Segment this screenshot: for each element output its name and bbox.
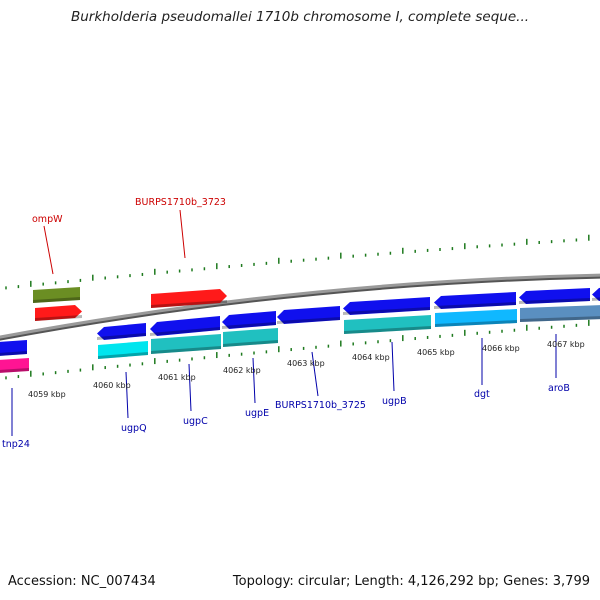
gene-ugpE-teal-shade	[223, 340, 278, 347]
outer-tick-ring	[5, 234, 590, 290]
scale-label-4063: 4063 kbp	[287, 359, 325, 368]
gene-aroB-blue[interactable]	[519, 288, 590, 304]
gene-next-blue-shade	[592, 297, 600, 301]
scale-label-4065: 4065 kbp	[417, 348, 455, 357]
gene-ugpC-teal[interactable]	[151, 334, 221, 354]
gene-tnp24-pink-shade	[0, 368, 29, 373]
gene-tnp24-pink[interactable]	[0, 358, 29, 373]
map-title: Burkholderia pseudomallei 1710b chromoso…	[70, 9, 530, 25]
gene-ugpQ-blue-shade	[97, 333, 146, 340]
gene-features[interactable]	[0, 287, 600, 373]
gene-ompW-shade	[35, 315, 82, 321]
gene-label-tnp24[interactable]: tnp24	[2, 439, 30, 450]
leader-line	[311, 351, 319, 397]
scale-label-4064: 4064 kbp	[352, 353, 390, 362]
leader-line	[43, 225, 54, 275]
scale-label-4067: 4067 kbp	[547, 340, 585, 349]
gene-ugpQ-cyan[interactable]	[98, 341, 148, 359]
gene-aroB-blue-shade	[519, 298, 590, 304]
gene-ugpC-teal-shade	[151, 346, 221, 354]
gene-label-ugpB[interactable]: ugpB	[382, 396, 407, 407]
gene-BURPS1710b_3723-shade	[151, 300, 227, 308]
gene-label-ompW[interactable]: ompW	[32, 214, 63, 225]
gene-ugpE-blue-shade	[222, 322, 276, 329]
gene-ompW-shadow[interactable]	[33, 287, 80, 303]
gene-label-BURPS1710b_3723[interactable]: BURPS1710b_3723	[135, 197, 226, 208]
gene-tnp24-blue[interactable]	[0, 340, 27, 356]
gene-label-ugpC[interactable]: ugpC	[183, 416, 208, 427]
gene-label-BURPS1710b_3725[interactable]: BURPS1710b_3725	[275, 400, 366, 411]
gene-tnp24-blue-shade	[0, 351, 27, 356]
gene-ompW-shadow-shade	[33, 297, 80, 303]
gene-aroB-steel-shade	[520, 316, 600, 322]
gene-dgt-blue-shade	[434, 302, 516, 309]
gene-label-aroB[interactable]: aroB	[548, 383, 570, 394]
gene-label-ugpQ[interactable]: ugpQ	[121, 423, 147, 434]
leader-line	[125, 371, 129, 419]
label-leader-lines	[11, 209, 557, 436]
gene-ugpQ-cyan-shade	[98, 352, 148, 359]
leader-line	[252, 357, 256, 404]
leader-line	[391, 341, 395, 392]
gene-ugpB-teal[interactable]	[344, 315, 431, 334]
gene-label-ugpE[interactable]: ugpE	[245, 408, 269, 419]
gene-ugpB-teal-shade	[344, 326, 431, 334]
gene-dgt-blue[interactable]	[434, 292, 516, 309]
gene-ugpC-blue[interactable]	[150, 316, 220, 336]
gene-ugpC-blue-shade	[150, 327, 220, 336]
scale-label-4061: 4061 kbp	[158, 373, 196, 382]
gene-label-dgt[interactable]: dgt	[474, 389, 490, 400]
gene-dgt-sky[interactable]	[435, 309, 517, 327]
gene-dgt-sky-shade	[435, 320, 517, 327]
scale-label-4060: 4060 kbp	[93, 381, 131, 390]
scale-label-4062: 4062 kbp	[223, 366, 261, 375]
gene-ompW[interactable]	[35, 305, 82, 321]
genome-backbone	[0, 273, 600, 339]
gene-ugpB-blue-shade	[343, 307, 430, 315]
gene-BURPS1710b_3725-blue-shade	[277, 317, 340, 324]
genome-backbone-shadow	[0, 275, 600, 341]
leader-line	[179, 209, 186, 259]
topology-summary: Topology: circular; Length: 4,126,292 bp…	[232, 574, 590, 589]
leader-line	[188, 363, 192, 412]
inner-tick-ring	[5, 319, 590, 380]
gene-BURPS1710b_3725-blue[interactable]	[277, 306, 340, 324]
gene-ugpE-teal[interactable]	[223, 328, 278, 347]
gene-ugpB-blue[interactable]	[343, 297, 430, 315]
accession-text: Accession: NC_007434	[8, 574, 156, 589]
gene-ugpE-blue[interactable]	[222, 311, 276, 329]
gene-aroB-steel[interactable]	[520, 305, 600, 322]
scale-label-4066: 4066 kbp	[482, 344, 520, 353]
gene-BURPS1710b_3723[interactable]	[151, 289, 227, 308]
gene-next-blue[interactable]	[592, 287, 600, 301]
scale-label-4059: 4059 kbp	[28, 390, 66, 399]
gene-ugpQ-blue[interactable]	[97, 323, 146, 340]
